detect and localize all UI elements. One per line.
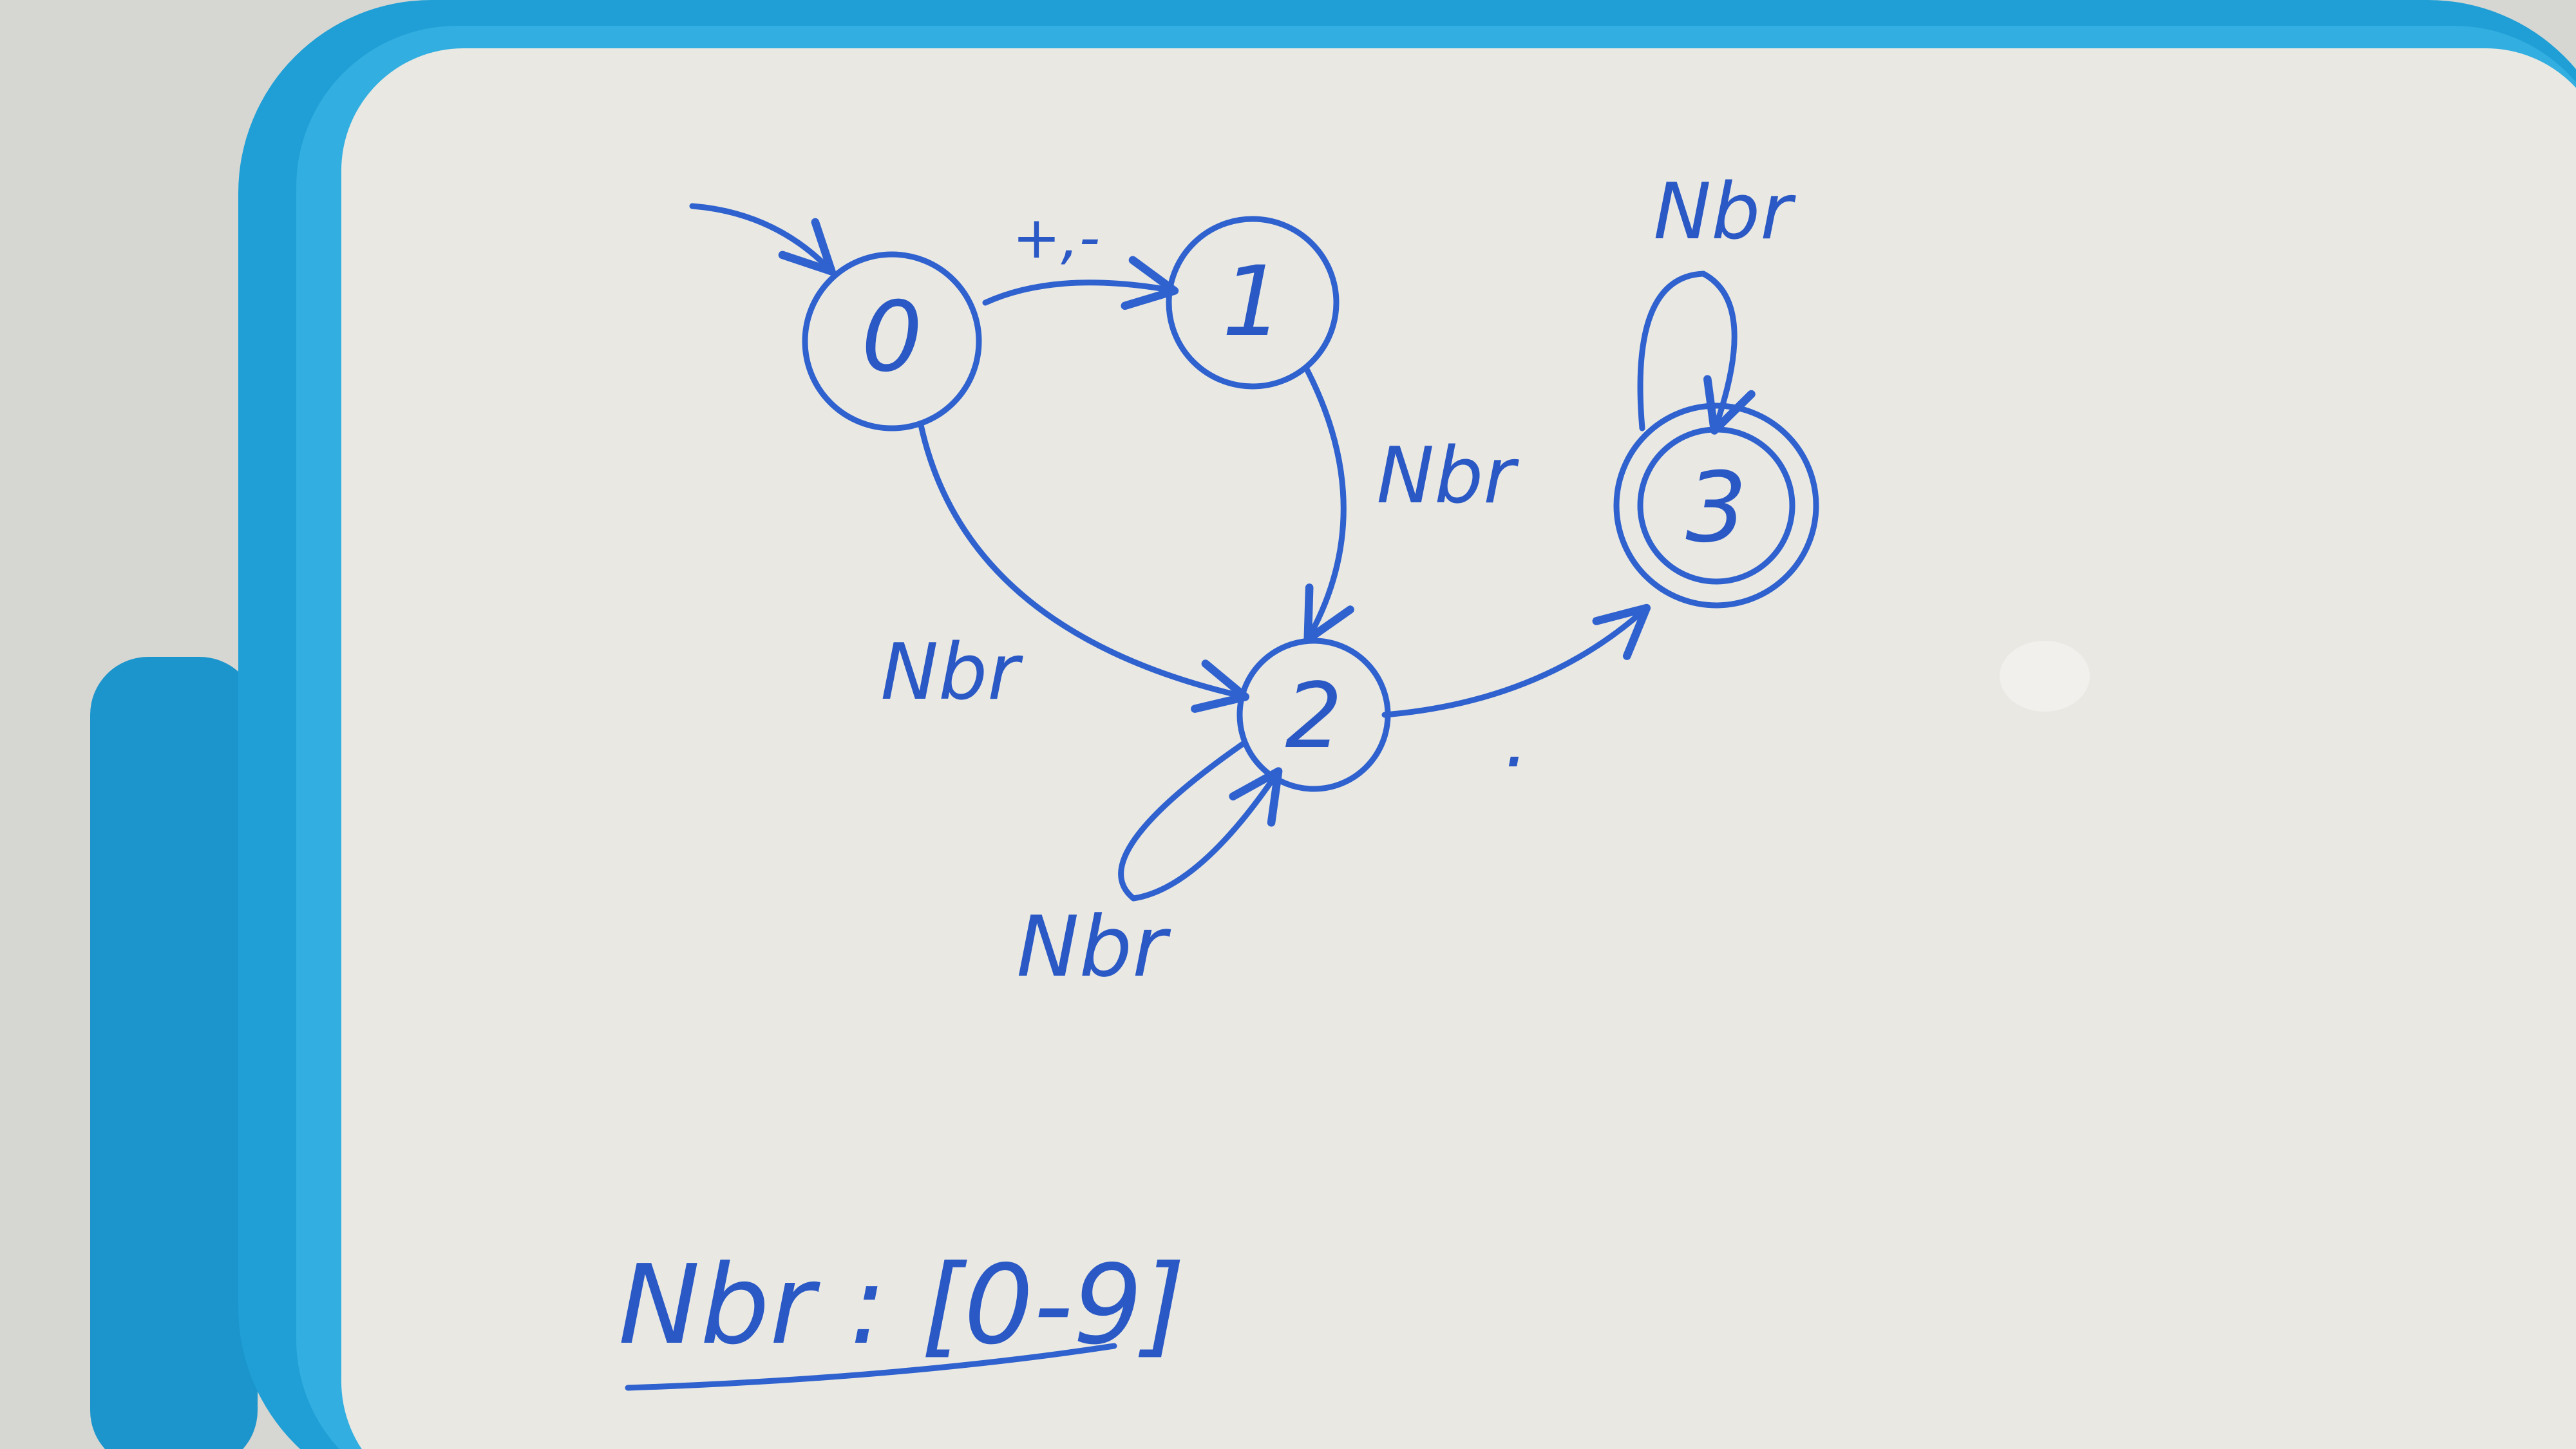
edge-2-self-loop [1118,741,1283,902]
state-2: 2 [1236,638,1391,792]
label-edge-0-to-1: +,- [1012,204,1101,272]
edge-2-to-3 [1381,603,1651,718]
edge-0-to-1 [982,256,1179,310]
state-3-label: 3 [1685,452,1747,564]
state-3-accepting: 3 [1613,402,1819,609]
state-1: 1 [1166,216,1340,390]
edge-0-to-2 [918,422,1250,713]
initial-arrow [689,203,836,276]
edge-1-to-2 [1303,367,1354,644]
label-edge-3-self-loop: Nbr [1653,167,1796,257]
board-surface [341,48,2576,1449]
edge-3-self-loop [1637,270,1756,435]
definition-underline [625,1343,1117,1391]
state-1-label: 1 [1222,246,1283,358]
label-edge-0-to-2: Nbr [880,628,1023,717]
glare-spot [2000,641,2090,712]
state-2-label: 2 [1285,664,1342,769]
state-0: 0 [802,251,982,431]
label-edge-2-to-3: . [1504,696,1529,785]
label-edge-1-to-2: Nbr [1376,431,1519,521]
label-edge-2-self-loop: Nbr [1016,898,1171,996]
state-0-label: 0 [861,281,922,393]
board-clip [90,657,258,1449]
